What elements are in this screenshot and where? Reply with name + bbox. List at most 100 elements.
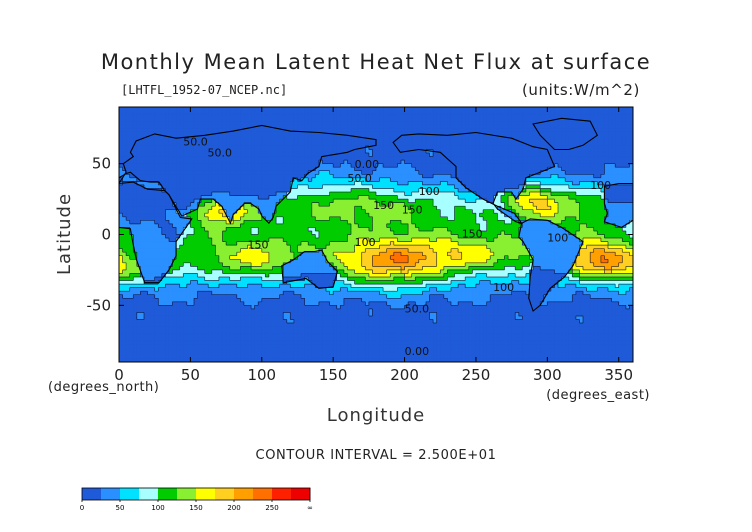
field-cell xyxy=(433,174,438,179)
field-cell xyxy=(372,184,377,190)
field-cell xyxy=(265,128,270,133)
field-cell xyxy=(176,163,181,168)
field-cell xyxy=(418,177,423,182)
field-cell xyxy=(254,138,259,144)
field-cell xyxy=(390,128,395,133)
field-cell xyxy=(522,131,527,136)
field-cell xyxy=(558,149,563,154)
field-cell xyxy=(136,170,142,175)
field-cell xyxy=(119,206,124,211)
field-cell xyxy=(404,220,409,225)
field-cell xyxy=(529,160,534,165)
field-cell xyxy=(447,135,452,140)
field-cell xyxy=(322,167,327,172)
field-cell xyxy=(172,184,177,190)
field-cell xyxy=(233,192,238,197)
field-cell xyxy=(479,181,484,186)
field-cell xyxy=(154,107,159,112)
field-cell xyxy=(554,223,559,229)
field-cell xyxy=(211,195,216,200)
field-cell xyxy=(461,195,466,200)
field-cell xyxy=(301,128,306,133)
field-cell xyxy=(533,153,538,158)
field-cell xyxy=(211,227,216,232)
field-cell xyxy=(243,110,249,115)
field-cell xyxy=(372,156,377,161)
field-cell xyxy=(518,149,523,154)
field-cell xyxy=(129,227,134,232)
field-cell xyxy=(433,195,438,200)
field-cell xyxy=(625,117,631,122)
field-cell xyxy=(404,199,409,204)
field-cell xyxy=(536,114,541,119)
field-cell xyxy=(465,184,470,190)
field-cell xyxy=(483,114,488,119)
field-cell xyxy=(326,110,331,115)
field-cell xyxy=(236,124,241,129)
field-cell xyxy=(229,131,234,136)
field-cell xyxy=(386,202,391,207)
field-cell xyxy=(243,138,249,144)
field-cell xyxy=(365,117,370,122)
field-cell xyxy=(386,153,391,158)
field-cell xyxy=(515,153,520,158)
field-cell xyxy=(465,110,470,115)
field-cell xyxy=(240,131,245,136)
field-cell xyxy=(397,188,402,193)
field-cell xyxy=(140,156,145,161)
field-cell xyxy=(508,163,513,168)
field-cell xyxy=(233,177,238,182)
field-cell xyxy=(293,181,299,186)
field-cell xyxy=(586,209,591,214)
field-cell xyxy=(433,216,438,221)
field-cell xyxy=(258,220,263,225)
field-cell xyxy=(383,160,388,165)
field-cell xyxy=(197,142,202,147)
field-cell xyxy=(479,138,484,144)
field-cell xyxy=(465,223,470,229)
field-cell xyxy=(593,181,598,186)
field-cell xyxy=(119,223,124,229)
field-cell xyxy=(415,149,420,154)
field-cell xyxy=(276,131,281,136)
field-cell xyxy=(586,107,591,112)
field-cell xyxy=(208,131,213,136)
field-cell xyxy=(304,149,309,154)
field-cell xyxy=(522,110,527,115)
field-cell xyxy=(215,163,220,168)
field-cell xyxy=(193,128,199,133)
field-cell xyxy=(336,138,341,144)
field-cell xyxy=(393,177,399,182)
field-cell xyxy=(286,153,291,158)
field-cell xyxy=(286,121,291,126)
field-cell xyxy=(236,117,241,122)
field-cell xyxy=(179,145,184,151)
field-cell xyxy=(215,142,220,147)
field-cell xyxy=(483,184,488,190)
field-cell xyxy=(147,156,152,161)
field-cell xyxy=(276,149,281,154)
field-cell xyxy=(422,181,427,186)
field-cell xyxy=(258,142,263,147)
field-cell xyxy=(411,220,416,225)
field-cell xyxy=(290,153,295,158)
field-cell xyxy=(293,177,299,182)
field-cell xyxy=(222,163,227,168)
field-cell xyxy=(268,121,274,126)
field-cell xyxy=(265,184,270,190)
field-cell xyxy=(208,160,213,165)
field-cell xyxy=(176,199,181,204)
field-cell xyxy=(622,117,627,122)
field-cell xyxy=(508,110,513,115)
field-cell xyxy=(361,181,366,186)
field-cell xyxy=(333,107,338,112)
field-cell xyxy=(550,177,556,182)
field-cell xyxy=(597,128,602,133)
field-cell xyxy=(251,192,256,197)
field-cell xyxy=(265,160,270,165)
field-cell xyxy=(547,163,552,168)
field-cell xyxy=(486,131,491,136)
field-cell xyxy=(465,135,470,140)
field-cell xyxy=(436,206,441,211)
field-cell xyxy=(425,227,431,232)
